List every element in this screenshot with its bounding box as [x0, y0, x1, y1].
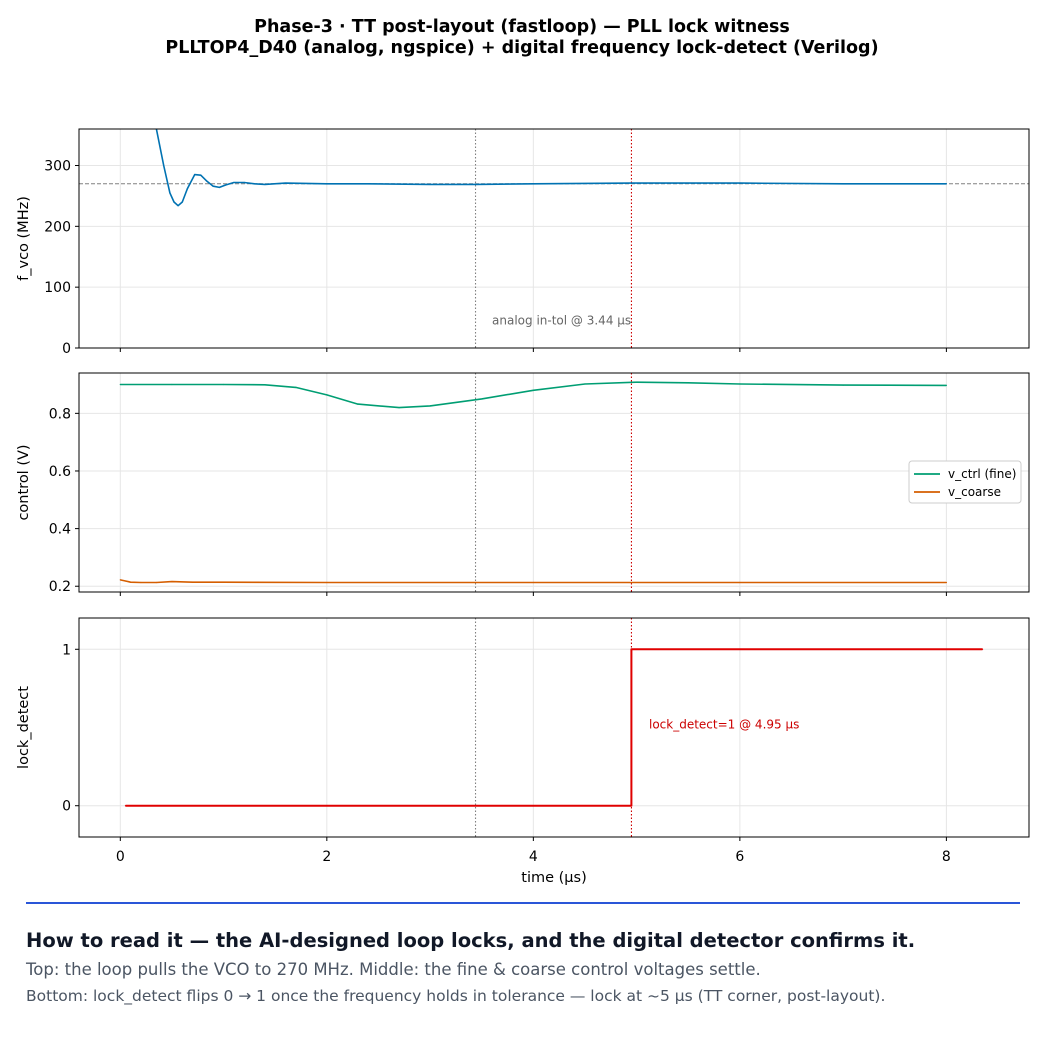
data-point	[398, 406, 400, 409]
data-point	[584, 383, 586, 385]
y-axis-label: control (V)	[16, 444, 32, 520]
x-tick-label: 0	[116, 849, 125, 865]
data-point	[119, 383, 121, 386]
data-point	[326, 183, 328, 185]
data-point	[222, 581, 225, 583]
figure-title-line2: PLLTOP4_D40 (analog, ngspice) + digital …	[165, 38, 878, 58]
y-tick-label: 0.6	[49, 464, 71, 480]
annotation-label: analog in-tol @ 3.44 µs	[492, 314, 631, 328]
y-tick-label: 0	[62, 341, 71, 357]
data-point	[169, 192, 171, 194]
data-point	[842, 183, 844, 185]
data-point	[264, 183, 266, 185]
data-point	[140, 581, 142, 584]
y-tick-label: 0	[62, 799, 71, 815]
y-tick-label: 300	[44, 159, 71, 175]
data-point	[630, 805, 633, 807]
caption-divider	[26, 902, 1020, 904]
data-point	[130, 581, 132, 583]
series-line-control-1	[120, 579, 947, 584]
data-point	[429, 405, 431, 407]
plot-frame	[78, 128, 1030, 349]
panel-control-voltages: 0.2 0.4 0.6 0.8 control (V) v_ctrl (fine) v_co…	[16, 372, 1030, 596]
data-point	[200, 174, 202, 176]
data-point	[687, 382, 689, 384]
y-tick-label: 0.2	[49, 579, 71, 595]
legend-label-1: v_coarse	[948, 485, 1001, 499]
data-point	[253, 183, 256, 185]
data-point	[264, 384, 266, 386]
y-tick-label: 200	[44, 219, 71, 235]
data-point	[532, 389, 534, 391]
data-point	[181, 201, 183, 203]
data-point	[532, 581, 534, 584]
legend-label-0: v_ctrl (fine)	[948, 467, 1016, 481]
data-point	[357, 403, 359, 405]
data-point	[636, 381, 638, 383]
y-axis-label: lock_detect	[16, 686, 32, 769]
panel-vco-frequency: 0 100 200 300 f_vco (MHz) analog in-tol @ 3.4…	[16, 128, 1030, 357]
plot-frame	[78, 372, 1030, 593]
data-point	[284, 182, 287, 184]
figure-title-line1: Phase-3 · TT post-layout (fastloop) — PL…	[254, 17, 790, 37]
data-point	[243, 181, 245, 184]
x-tick-label: 6	[735, 849, 744, 865]
data-point	[481, 398, 483, 400]
x-axis-label: time (µs)	[521, 870, 586, 886]
data-point	[630, 182, 633, 184]
data-point	[119, 579, 121, 581]
y-tick-label: 1	[62, 642, 71, 658]
x-tick-label: 4	[529, 849, 538, 865]
data-point	[945, 183, 947, 185]
caption-line-2: Bottom: lock_detect flips 0 → 1 once the…	[26, 987, 886, 1005]
data-point	[739, 383, 741, 385]
plot-frame	[78, 617, 1030, 838]
data-point	[945, 384, 947, 386]
pll-lock-figure: Phase-3 · TT post-layout (fastloop) — PL…	[16, 17, 1030, 886]
data-point	[474, 183, 477, 185]
data-point	[532, 183, 534, 185]
annotation-label: lock_detect=1 @ 4.95 µs	[649, 717, 799, 731]
data-point	[739, 581, 741, 584]
data-point	[233, 181, 235, 184]
data-point	[367, 183, 369, 185]
series-line-lock-detect-0	[125, 648, 983, 807]
data-point	[739, 182, 741, 184]
data-point	[326, 581, 328, 584]
series-line-vco-frequency-0	[155, 129, 947, 207]
data-point	[295, 386, 297, 389]
data-point	[206, 180, 208, 182]
x-tick-label: 2	[322, 849, 331, 865]
data-point	[171, 383, 173, 386]
data-point	[218, 186, 221, 188]
caption-line-1: Top: the loop pulls the VCO to 270 MHz. …	[26, 960, 761, 979]
y-tick-label: 0.4	[49, 522, 71, 538]
x-tick-label: 8	[942, 849, 951, 865]
data-point	[191, 581, 194, 583]
data-point	[124, 580, 127, 582]
data-point	[194, 174, 196, 176]
data-point	[429, 183, 431, 185]
y-tick-label: 100	[44, 280, 71, 296]
data-point	[225, 184, 227, 186]
data-point	[842, 384, 844, 386]
data-point	[212, 185, 214, 187]
y-axis-label: f_vco (MHz)	[16, 196, 32, 281]
data-point	[222, 383, 225, 386]
data-point	[186, 188, 189, 190]
caption-heading: How to read it — the AI-designed loop lo…	[26, 929, 916, 952]
data-point	[326, 394, 328, 396]
data-point	[945, 581, 947, 584]
data-point	[177, 205, 179, 207]
data-point	[163, 164, 165, 167]
data-point	[630, 648, 633, 650]
data-point	[173, 201, 175, 203]
data-point	[981, 648, 984, 650]
data-point	[155, 581, 158, 584]
data-point	[124, 805, 127, 807]
y-tick-label: 0.8	[49, 406, 71, 422]
data-point	[171, 581, 173, 583]
